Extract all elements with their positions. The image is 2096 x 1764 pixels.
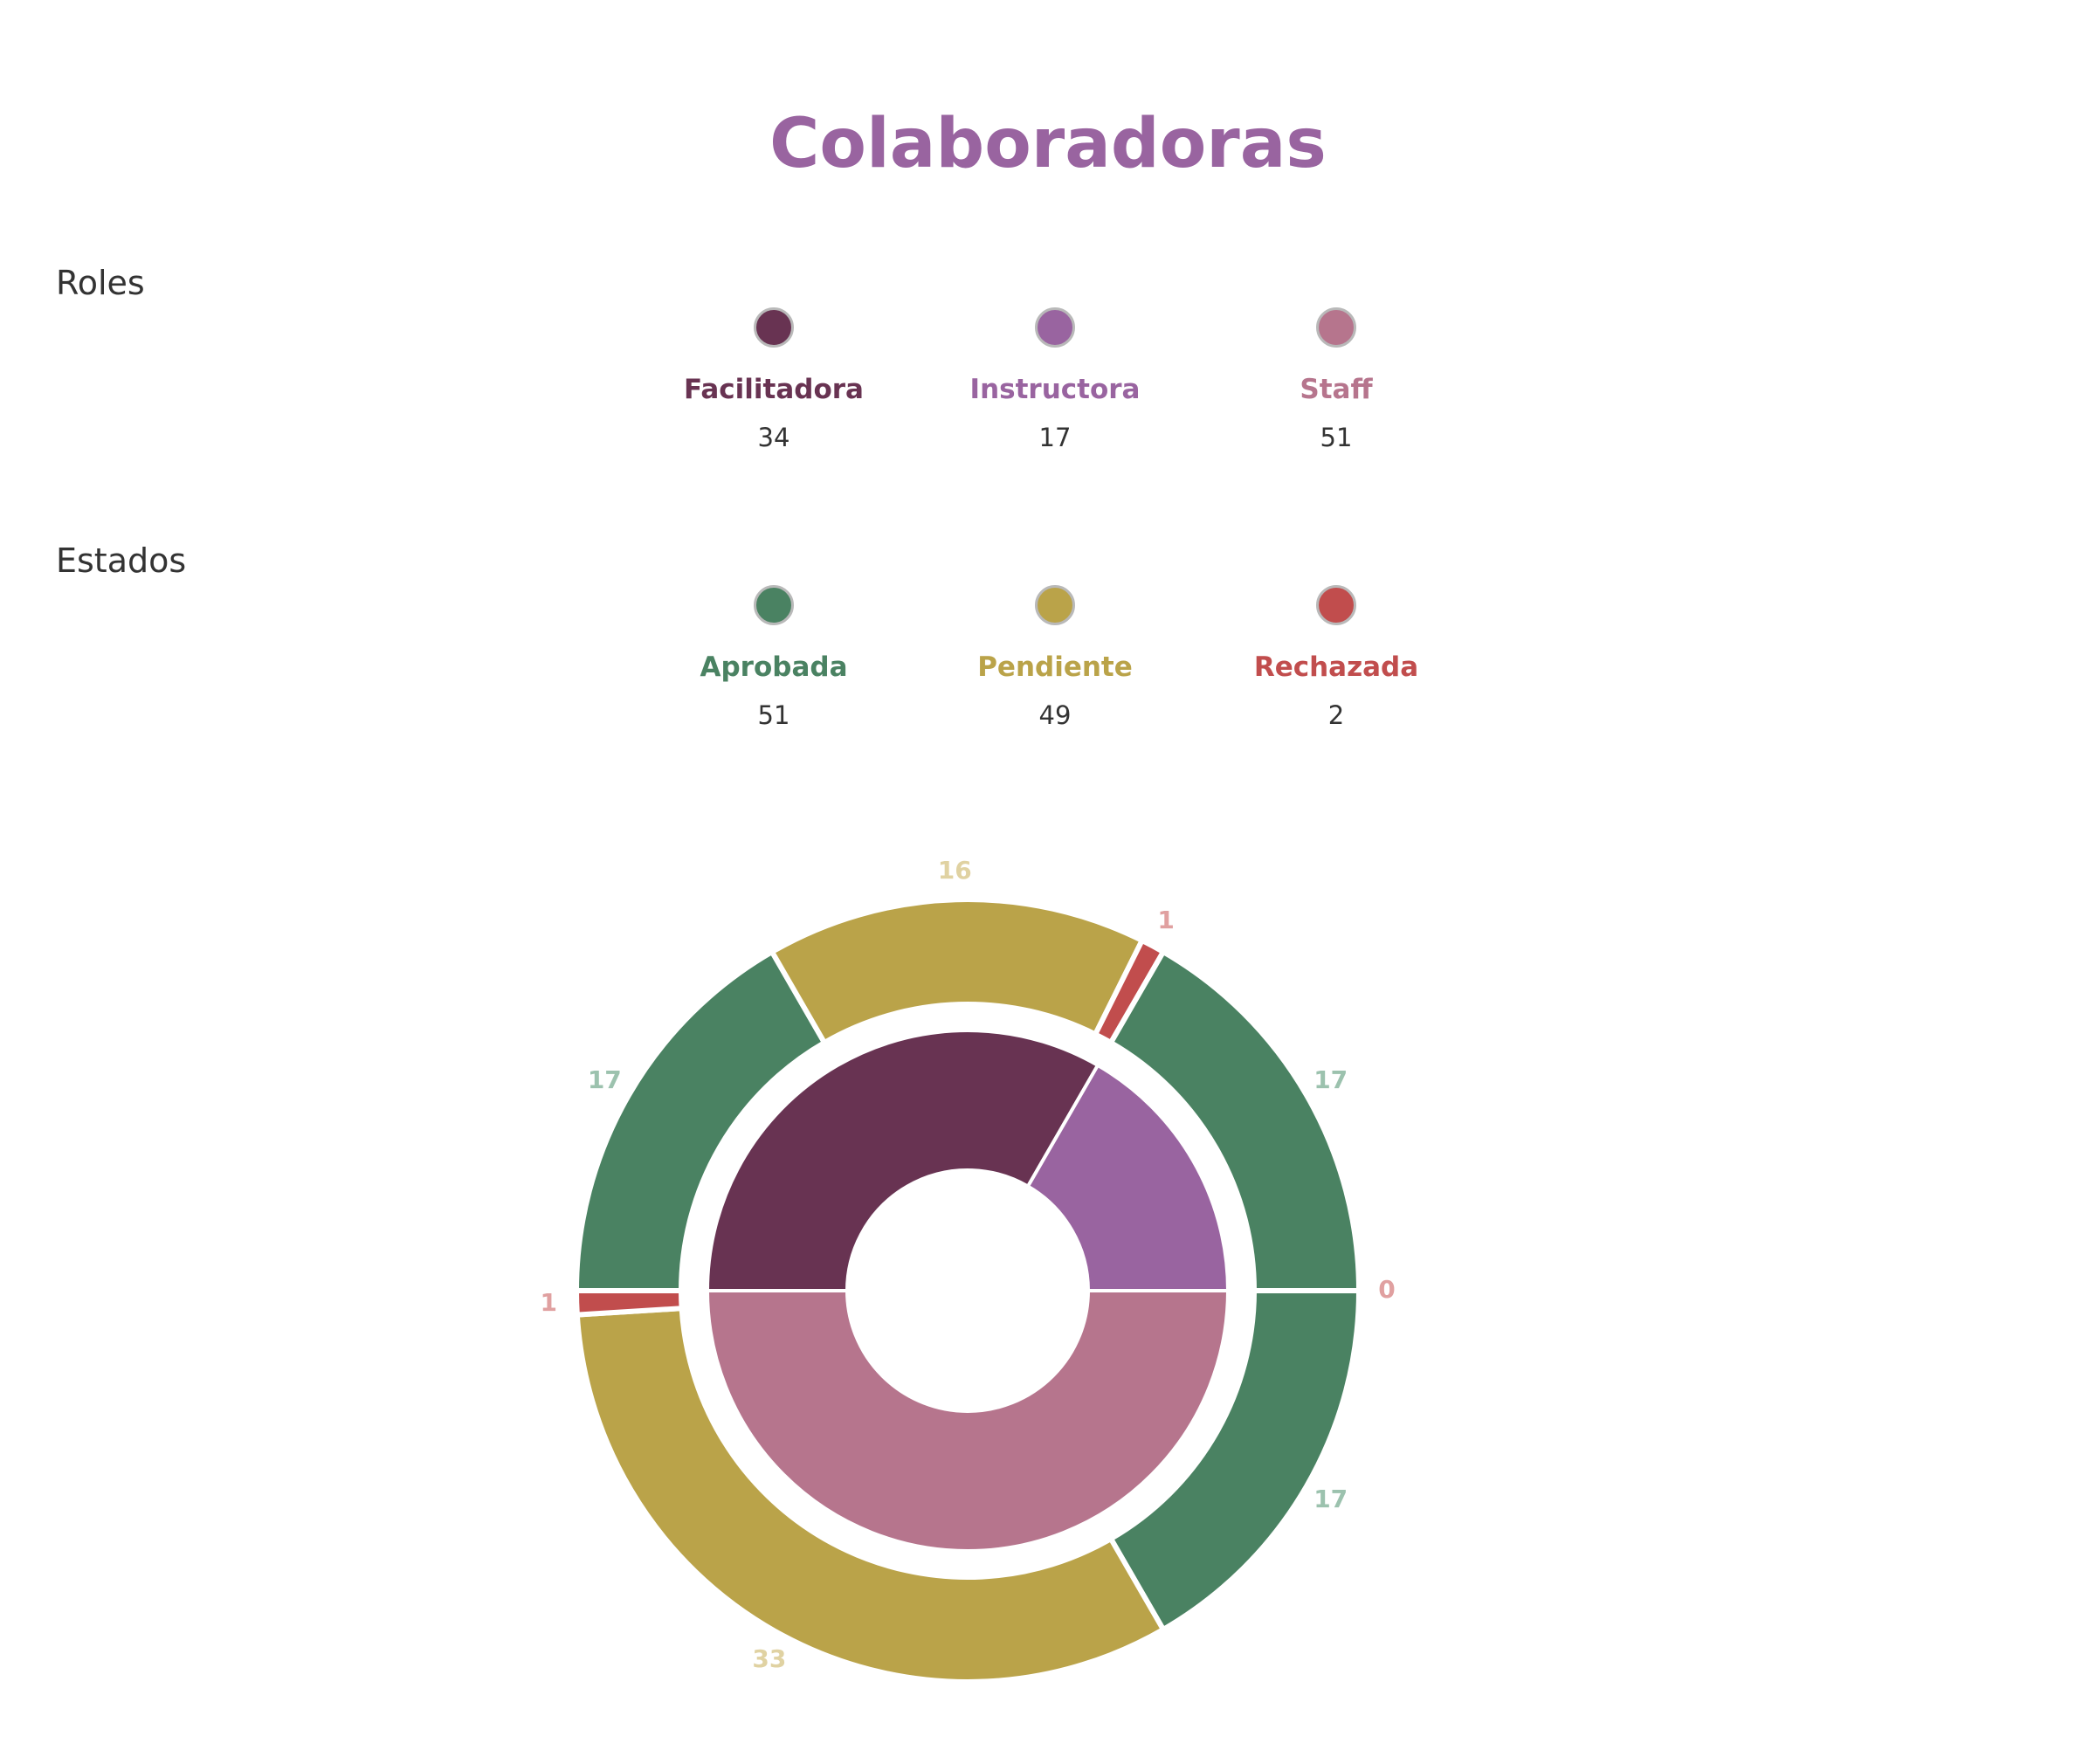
legend-count-rechazada: 2 bbox=[1327, 700, 1345, 730]
value-label-instructora-aprobada: 17 bbox=[1313, 1065, 1348, 1094]
value-label-facilitadora-pendiente: 16 bbox=[938, 856, 972, 885]
legend-item-pendiente[interactable]: Pendiente 49 bbox=[924, 585, 1186, 730]
instructora-color-dot bbox=[1035, 307, 1075, 348]
legend-name-pendiente: Pendiente bbox=[977, 651, 1133, 683]
legend-count-aprobada: 51 bbox=[757, 700, 790, 730]
pendiente-color-dot bbox=[1035, 585, 1075, 625]
legend-item-rechazada[interactable]: Rechazada 2 bbox=[1205, 585, 1467, 730]
outer-slice-staff-rechazada[interactable] bbox=[573, 1288, 685, 1318]
inner-slice-facilitadora[interactable] bbox=[705, 1028, 1100, 1292]
value-label-instructora-rechazada: 0 bbox=[1378, 1275, 1395, 1304]
legend-name-staff: Staff bbox=[1300, 374, 1373, 405]
legend-count-staff: 51 bbox=[1320, 423, 1353, 452]
rechazada-color-dot bbox=[1316, 585, 1356, 625]
value-label-staff-pendiente: 33 bbox=[752, 1644, 786, 1673]
staff-color-dot bbox=[1316, 307, 1356, 348]
estados-legend: Aprobada 51 Pendiente 49 Rechazada 2 bbox=[0, 585, 2096, 751]
legend-item-instructora[interactable]: Instructora 17 bbox=[924, 307, 1186, 452]
facilitadora-color-dot bbox=[754, 307, 794, 348]
value-label-facilitadora-rechazada: 1 bbox=[1157, 906, 1174, 934]
chart-title: Colaboradoras bbox=[769, 105, 1327, 183]
legend-item-facilitadora[interactable]: Facilitadora 34 bbox=[643, 307, 905, 452]
inner-slice-instructora[interactable] bbox=[1025, 1063, 1231, 1292]
inner-slice-staff[interactable] bbox=[705, 1289, 1231, 1553]
legend-count-pendiente: 49 bbox=[1038, 700, 1072, 730]
value-label-facilitadora-aprobada: 17 bbox=[588, 1065, 622, 1094]
legend-count-facilitadora: 34 bbox=[757, 423, 790, 452]
roles-group-label: Roles bbox=[56, 264, 145, 302]
aprobada-color-dot bbox=[754, 585, 794, 625]
roles-legend: Facilitadora 34 Instructora 17 Staff 51 bbox=[0, 307, 2096, 473]
outer-slice-facilitadora-pendiente[interactable] bbox=[768, 897, 1146, 1047]
legend-name-rechazada: Rechazada bbox=[1253, 651, 1419, 683]
legend-name-aprobada: Aprobada bbox=[700, 651, 848, 683]
legend-name-facilitadora: Facilitadora bbox=[684, 374, 864, 405]
outer-slice-staff-pendiente[interactable] bbox=[574, 1306, 1168, 1685]
estados-group-label: Estados bbox=[56, 541, 187, 580]
value-label-staff-aprobada: 17 bbox=[1313, 1485, 1348, 1513]
legend-name-instructora: Instructora bbox=[969, 374, 1141, 405]
legend-item-staff[interactable]: Staff 51 bbox=[1205, 307, 1467, 452]
legend-count-instructora: 17 bbox=[1038, 423, 1072, 452]
value-label-staff-rechazada: 1 bbox=[540, 1288, 556, 1317]
legend-item-aprobada[interactable]: Aprobada 51 bbox=[643, 585, 905, 730]
